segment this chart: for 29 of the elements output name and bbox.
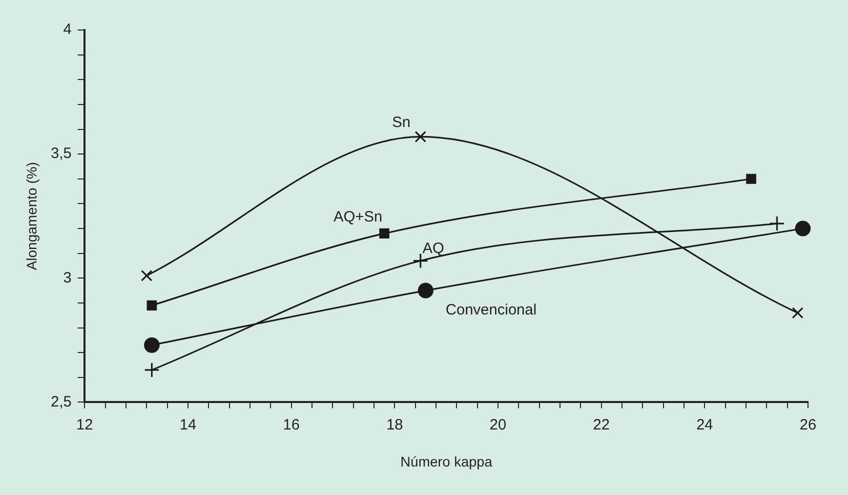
point <box>746 174 756 184</box>
y-tick-label: 3,5 <box>50 145 72 162</box>
x-tick-label: 20 <box>490 416 506 434</box>
y-tick-label: 2,5 <box>50 393 72 410</box>
x-tick-label: 12 <box>76 416 93 434</box>
x-tick-label: 18 <box>386 416 403 434</box>
x-tick-label: 16 <box>282 416 300 434</box>
series-label: Convencional <box>446 302 537 319</box>
point <box>418 282 434 298</box>
point <box>144 362 160 378</box>
point <box>414 130 426 142</box>
point <box>792 307 804 319</box>
point <box>769 216 785 232</box>
point <box>146 300 157 310</box>
series-label: AQ+Sn <box>334 208 382 226</box>
point <box>140 270 152 282</box>
x-tick-label: 24 <box>696 416 714 434</box>
x-tick-label: 26 <box>800 416 816 434</box>
x-tick-label: 14 <box>180 416 196 434</box>
y-axis-title: Alongamento (%) <box>23 162 40 270</box>
series-label: AQ <box>422 240 444 257</box>
point <box>379 228 390 239</box>
y-tick-label: 4 <box>63 21 72 38</box>
y-tick-label: 3 <box>63 269 72 286</box>
series-label: Sn <box>392 114 410 131</box>
point <box>144 337 160 353</box>
x-axis-title: Número kappa <box>400 453 492 470</box>
x-tick-label: 22 <box>592 416 610 434</box>
point <box>795 220 811 236</box>
